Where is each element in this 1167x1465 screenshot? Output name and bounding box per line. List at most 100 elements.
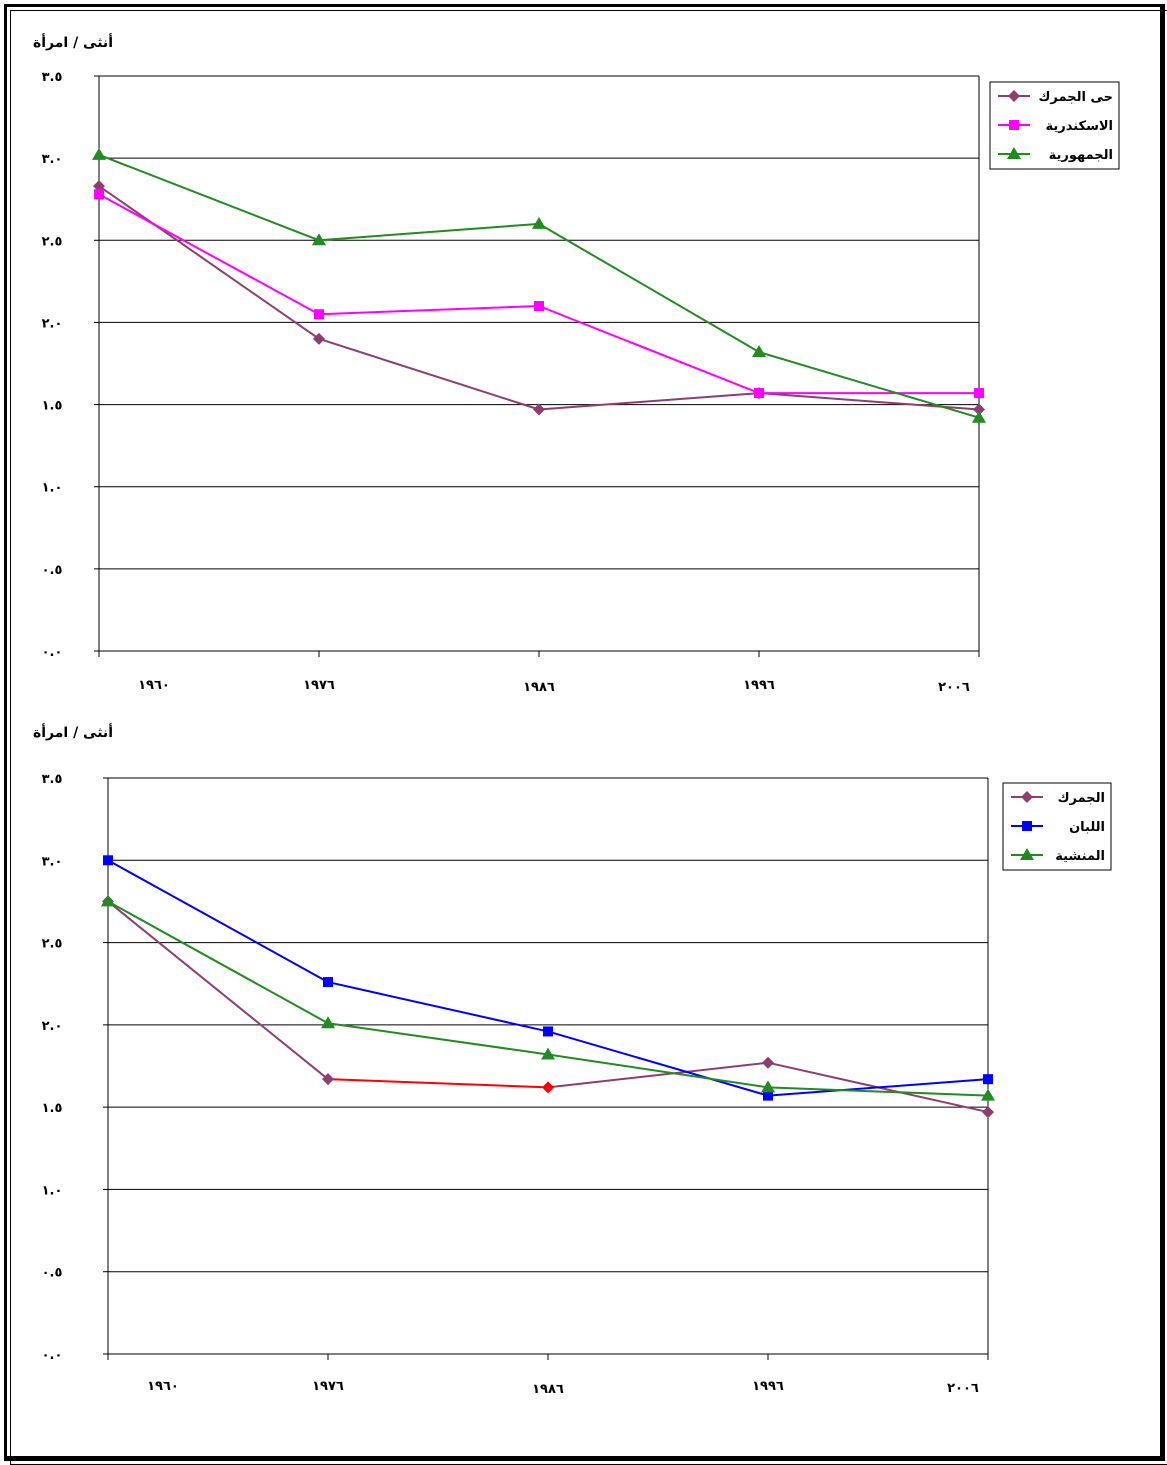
x-tick-label: ١٩٦٠ [147,1379,179,1394]
series-line-segment [767,1086,989,1097]
legend-label: الاسكندرية [1045,119,1113,134]
x-tick-label: ٢٠٠٦ [947,1381,979,1396]
series-1 [93,180,985,416]
data-point [321,1016,335,1029]
data-point [323,977,333,988]
legend-label: اللبان [1069,820,1105,835]
y-tick-label: ٣.٥ [42,772,63,787]
y-tick-label: ١.٠ [42,1183,63,1198]
y-tick-label: ٠.٠ [42,1348,63,1363]
x-tick-label: ١٩٩٦ [743,678,775,693]
series-2 [103,855,993,1101]
series-line-segment [538,305,760,395]
series-1 [102,895,994,1119]
legend-marker [1020,848,1034,860]
legend-label: المنشية [1055,849,1105,864]
x-tick-label: ١٩٨٦ [523,680,555,695]
series-3 [92,147,986,423]
legend-label: الجمهورية [1049,148,1113,163]
y-tick-label: ٢.٠ [42,316,63,331]
legend-marker [1009,120,1019,130]
legend-marker [1021,791,1033,803]
y-tick-label: ١.٥ [42,399,63,414]
data-point [982,1106,994,1119]
series-line-segment [107,900,329,1025]
y-tick-label: ٢.٥ [42,234,63,249]
series-line-segment [767,1078,989,1097]
series-3 [101,894,995,1101]
series-line-segment [547,1030,769,1097]
data-point [981,1088,995,1101]
y-tick-label: ١.٥ [42,1101,63,1116]
y-tick-label: ٢.٠ [42,1019,63,1034]
data-point [101,894,115,907]
data-point [93,180,105,193]
data-point [534,301,544,311]
data-point [533,403,545,416]
series-line-segment [98,185,320,340]
data-point [752,345,766,357]
y-tick-label: ٣.٥ [42,70,63,85]
legend-marker [1022,821,1032,831]
series-line-segment [538,392,760,411]
data-point [762,1056,774,1069]
series-line-segment [98,193,320,316]
data-point [314,309,324,320]
data-point [983,1074,993,1085]
x-tick-label: ١٩٧٦ [312,1379,344,1394]
page-frame [4,4,1165,1461]
data-point [972,410,986,423]
x-tick-label: ١٩٧٦ [303,678,335,693]
series-line-segment [318,337,540,411]
data-point [543,1026,553,1037]
y-tick-label: ٣.٠ [42,854,63,869]
series-line-segment [318,305,540,316]
y-tick-label: ٣.٠ [42,152,63,167]
series-2 [94,189,984,399]
data-point [973,403,985,416]
x-tick-label: ٢٠٠٦ [938,680,970,695]
series-line-segment [547,1053,769,1089]
data-point [312,233,326,246]
chart-1: ٠.٠ ٠.٥ ١.٠ ١.٥ ٢.٠ ٢.٥ ٣.٠ ٣.٥ ١٩٦٠ ١٩٧٦ ١٩٨٦ ١٩٩٦… [33,33,1120,695]
y-tick-label: ١.٠ [42,481,63,496]
y-axis-label: أنثى / امرأة [33,723,113,741]
series-line-segment [318,222,540,242]
series-line-segment [327,1022,549,1056]
chart-2: ٠.٠ ٠.٥ ١.٠ ١.٥ ٢.٠ ٢.٥ ٣.٠ ٣.٥ ١٩٦٠ ١٩٧٦ ١٩٨٦ ١٩٩٦… [33,723,1112,1397]
data-point [761,1080,775,1093]
series-line-segment [107,859,329,983]
series-line-segment [98,153,320,242]
data-point [763,1090,773,1101]
legend: حى الجمرك الاسكندرية الجمهورية [989,81,1120,170]
data-point [322,1073,334,1086]
data-point [103,855,113,866]
data-point [313,332,325,345]
data-point [542,1081,554,1094]
data-point [532,216,546,229]
y-tick-label: ٠.٠ [42,645,63,660]
data-point [92,147,106,160]
legend-marker [1007,147,1021,159]
data-point [754,388,764,399]
legend: الجمرك اللبان المنشية [1002,782,1112,871]
series-line-segment [327,981,549,1033]
x-tick-label: ١٩٨٦ [532,1382,564,1397]
y-tick-label: ٠.٥ [42,563,63,578]
data-point [974,388,984,399]
legend-label: حى الجمرك [1039,90,1113,105]
series-line-segment [538,222,760,353]
legend-label: الجمرك [1058,791,1105,806]
x-tick-label: ١٩٦٠ [138,678,170,693]
x-tick-label: ١٩٩٦ [752,1379,784,1394]
series-line-segment [758,351,980,419]
y-axis-label: أنثى / امرأة [33,33,113,51]
series-line-segment [327,1078,549,1089]
data-point [541,1047,555,1060]
series-line-segment [107,900,329,1080]
y-tick-label: ٢.٥ [42,937,63,952]
legend-marker [1008,90,1020,102]
series-line-segment [547,1061,769,1089]
y-tick-label: ٠.٥ [42,1266,63,1281]
